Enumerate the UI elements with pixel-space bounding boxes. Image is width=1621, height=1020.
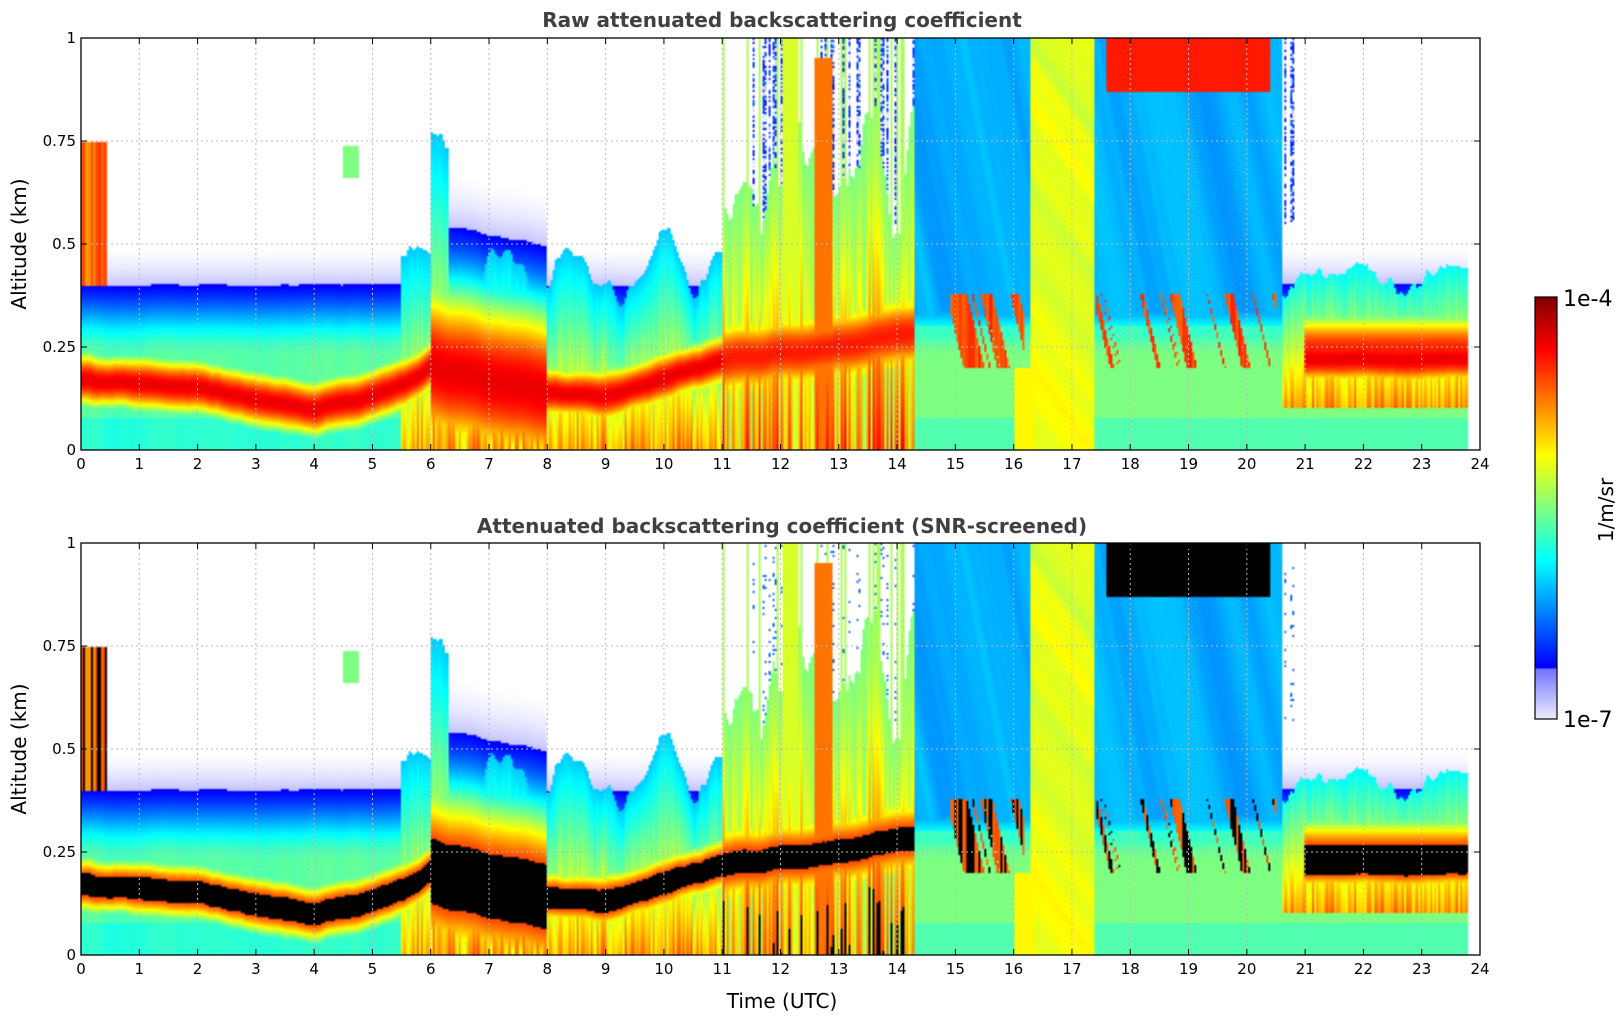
x-tick-label: 14 <box>888 960 907 978</box>
x-tick-label: 24 <box>1470 960 1489 978</box>
x-tick-label: 13 <box>829 960 848 978</box>
x-tick-label: 6 <box>426 455 436 473</box>
x-tick-label: 15 <box>946 455 965 473</box>
x-tick-label: 0 <box>76 455 86 473</box>
x-tick-label: 21 <box>1296 455 1315 473</box>
x-tick-label: 18 <box>1121 455 1140 473</box>
x-tick-label: 6 <box>426 960 436 978</box>
raw-backscatter-panel: Raw attenuated backscattering coefficien… <box>7 8 1490 473</box>
colorbar-gradient <box>1535 297 1557 719</box>
y-tick-label: 0.5 <box>52 235 76 253</box>
axis-ticks: 0 1 2 3 4 5 6 7 8 9 10 11 12 13 14 15 16 17 18 19 20 21 22 23 24… <box>43 534 1490 978</box>
x-tick-label: 20 <box>1237 455 1256 473</box>
y-tick-label: 0 <box>66 946 76 964</box>
colorbar-frame <box>1534 296 1558 720</box>
x-tick-label: 8 <box>543 455 553 473</box>
x-tick-label: 5 <box>368 960 378 978</box>
x-tick-label: 13 <box>829 455 848 473</box>
x-tick-label: 10 <box>654 960 673 978</box>
colorbar-unit: 1/m/sr <box>1594 477 1618 542</box>
colorbar-max-label: 1e-4 <box>1563 287 1612 312</box>
x-tick-label: 23 <box>1412 960 1431 978</box>
screened-backscatter-panel: Attenuated backscattering coefficient (S… <box>7 514 1490 1013</box>
x-tick-label: 12 <box>771 455 790 473</box>
y-tick-label: 0 <box>66 441 76 459</box>
y-tick-label: 0.75 <box>43 637 76 655</box>
y-axis-label: Altitude (km) <box>7 178 31 309</box>
x-tick-label: 7 <box>484 960 494 978</box>
y-axis-label: Altitude (km) <box>7 683 31 814</box>
x-tick-label: 16 <box>1004 960 1023 978</box>
x-tick-label: 22 <box>1354 960 1373 978</box>
x-tick-label: 20 <box>1237 960 1256 978</box>
x-tick-label: 23 <box>1412 455 1431 473</box>
y-tick-label: 0.25 <box>43 338 76 356</box>
panel-title-raw: Raw attenuated backscattering coefficien… <box>542 8 1022 32</box>
x-tick-label: 4 <box>309 960 319 978</box>
x-tick-label: 8 <box>543 960 553 978</box>
axis-ticks: 0 1 2 3 4 5 6 7 8 9 10 11 12 13 14 15 16 17 18 19 20 21 22 23 24… <box>43 29 1490 473</box>
x-tick-label: 9 <box>601 455 611 473</box>
x-tick-label: 18 <box>1121 960 1140 978</box>
x-tick-label: 9 <box>601 960 611 978</box>
x-tick-label: 12 <box>771 960 790 978</box>
x-tick-label: 7 <box>484 455 494 473</box>
x-tick-label: 24 <box>1470 455 1489 473</box>
x-tick-label: 10 <box>654 455 673 473</box>
x-tick-label: 4 <box>309 455 319 473</box>
x-tick-label: 2 <box>193 455 203 473</box>
colorbar: 1e-4 1e-7 1/m/sr <box>1534 287 1618 733</box>
panel-title-screened: Attenuated backscattering coefficient (S… <box>477 514 1087 538</box>
x-tick-label: 1 <box>135 960 145 978</box>
y-tick-label: 0.25 <box>43 843 76 861</box>
x-axis-label: Time (UTC) <box>726 989 838 1013</box>
x-tick-label: 17 <box>1062 455 1081 473</box>
x-tick-label: 3 <box>251 455 261 473</box>
x-tick-label: 22 <box>1354 455 1373 473</box>
x-tick-label: 1 <box>135 455 145 473</box>
x-tick-label: 3 <box>251 960 261 978</box>
x-tick-label: 19 <box>1179 455 1198 473</box>
x-tick-label: 17 <box>1062 960 1081 978</box>
colorbar-min-label: 1e-7 <box>1563 708 1612 733</box>
x-tick-label: 14 <box>888 455 907 473</box>
x-tick-label: 2 <box>193 960 203 978</box>
y-tick-label: 0.75 <box>43 132 76 150</box>
x-tick-label: 15 <box>946 960 965 978</box>
x-tick-label: 5 <box>368 455 378 473</box>
x-tick-label: 11 <box>713 960 732 978</box>
y-tick-label: 0.5 <box>52 740 76 758</box>
grid-lines <box>81 38 1480 450</box>
grid-lines <box>81 543 1480 955</box>
x-tick-label: 16 <box>1004 455 1023 473</box>
x-tick-label: 19 <box>1179 960 1198 978</box>
x-tick-label: 11 <box>713 455 732 473</box>
x-tick-label: 0 <box>76 960 86 978</box>
x-tick-label: 21 <box>1296 960 1315 978</box>
y-tick-label: 1 <box>66 29 76 47</box>
y-tick-label: 1 <box>66 534 76 552</box>
